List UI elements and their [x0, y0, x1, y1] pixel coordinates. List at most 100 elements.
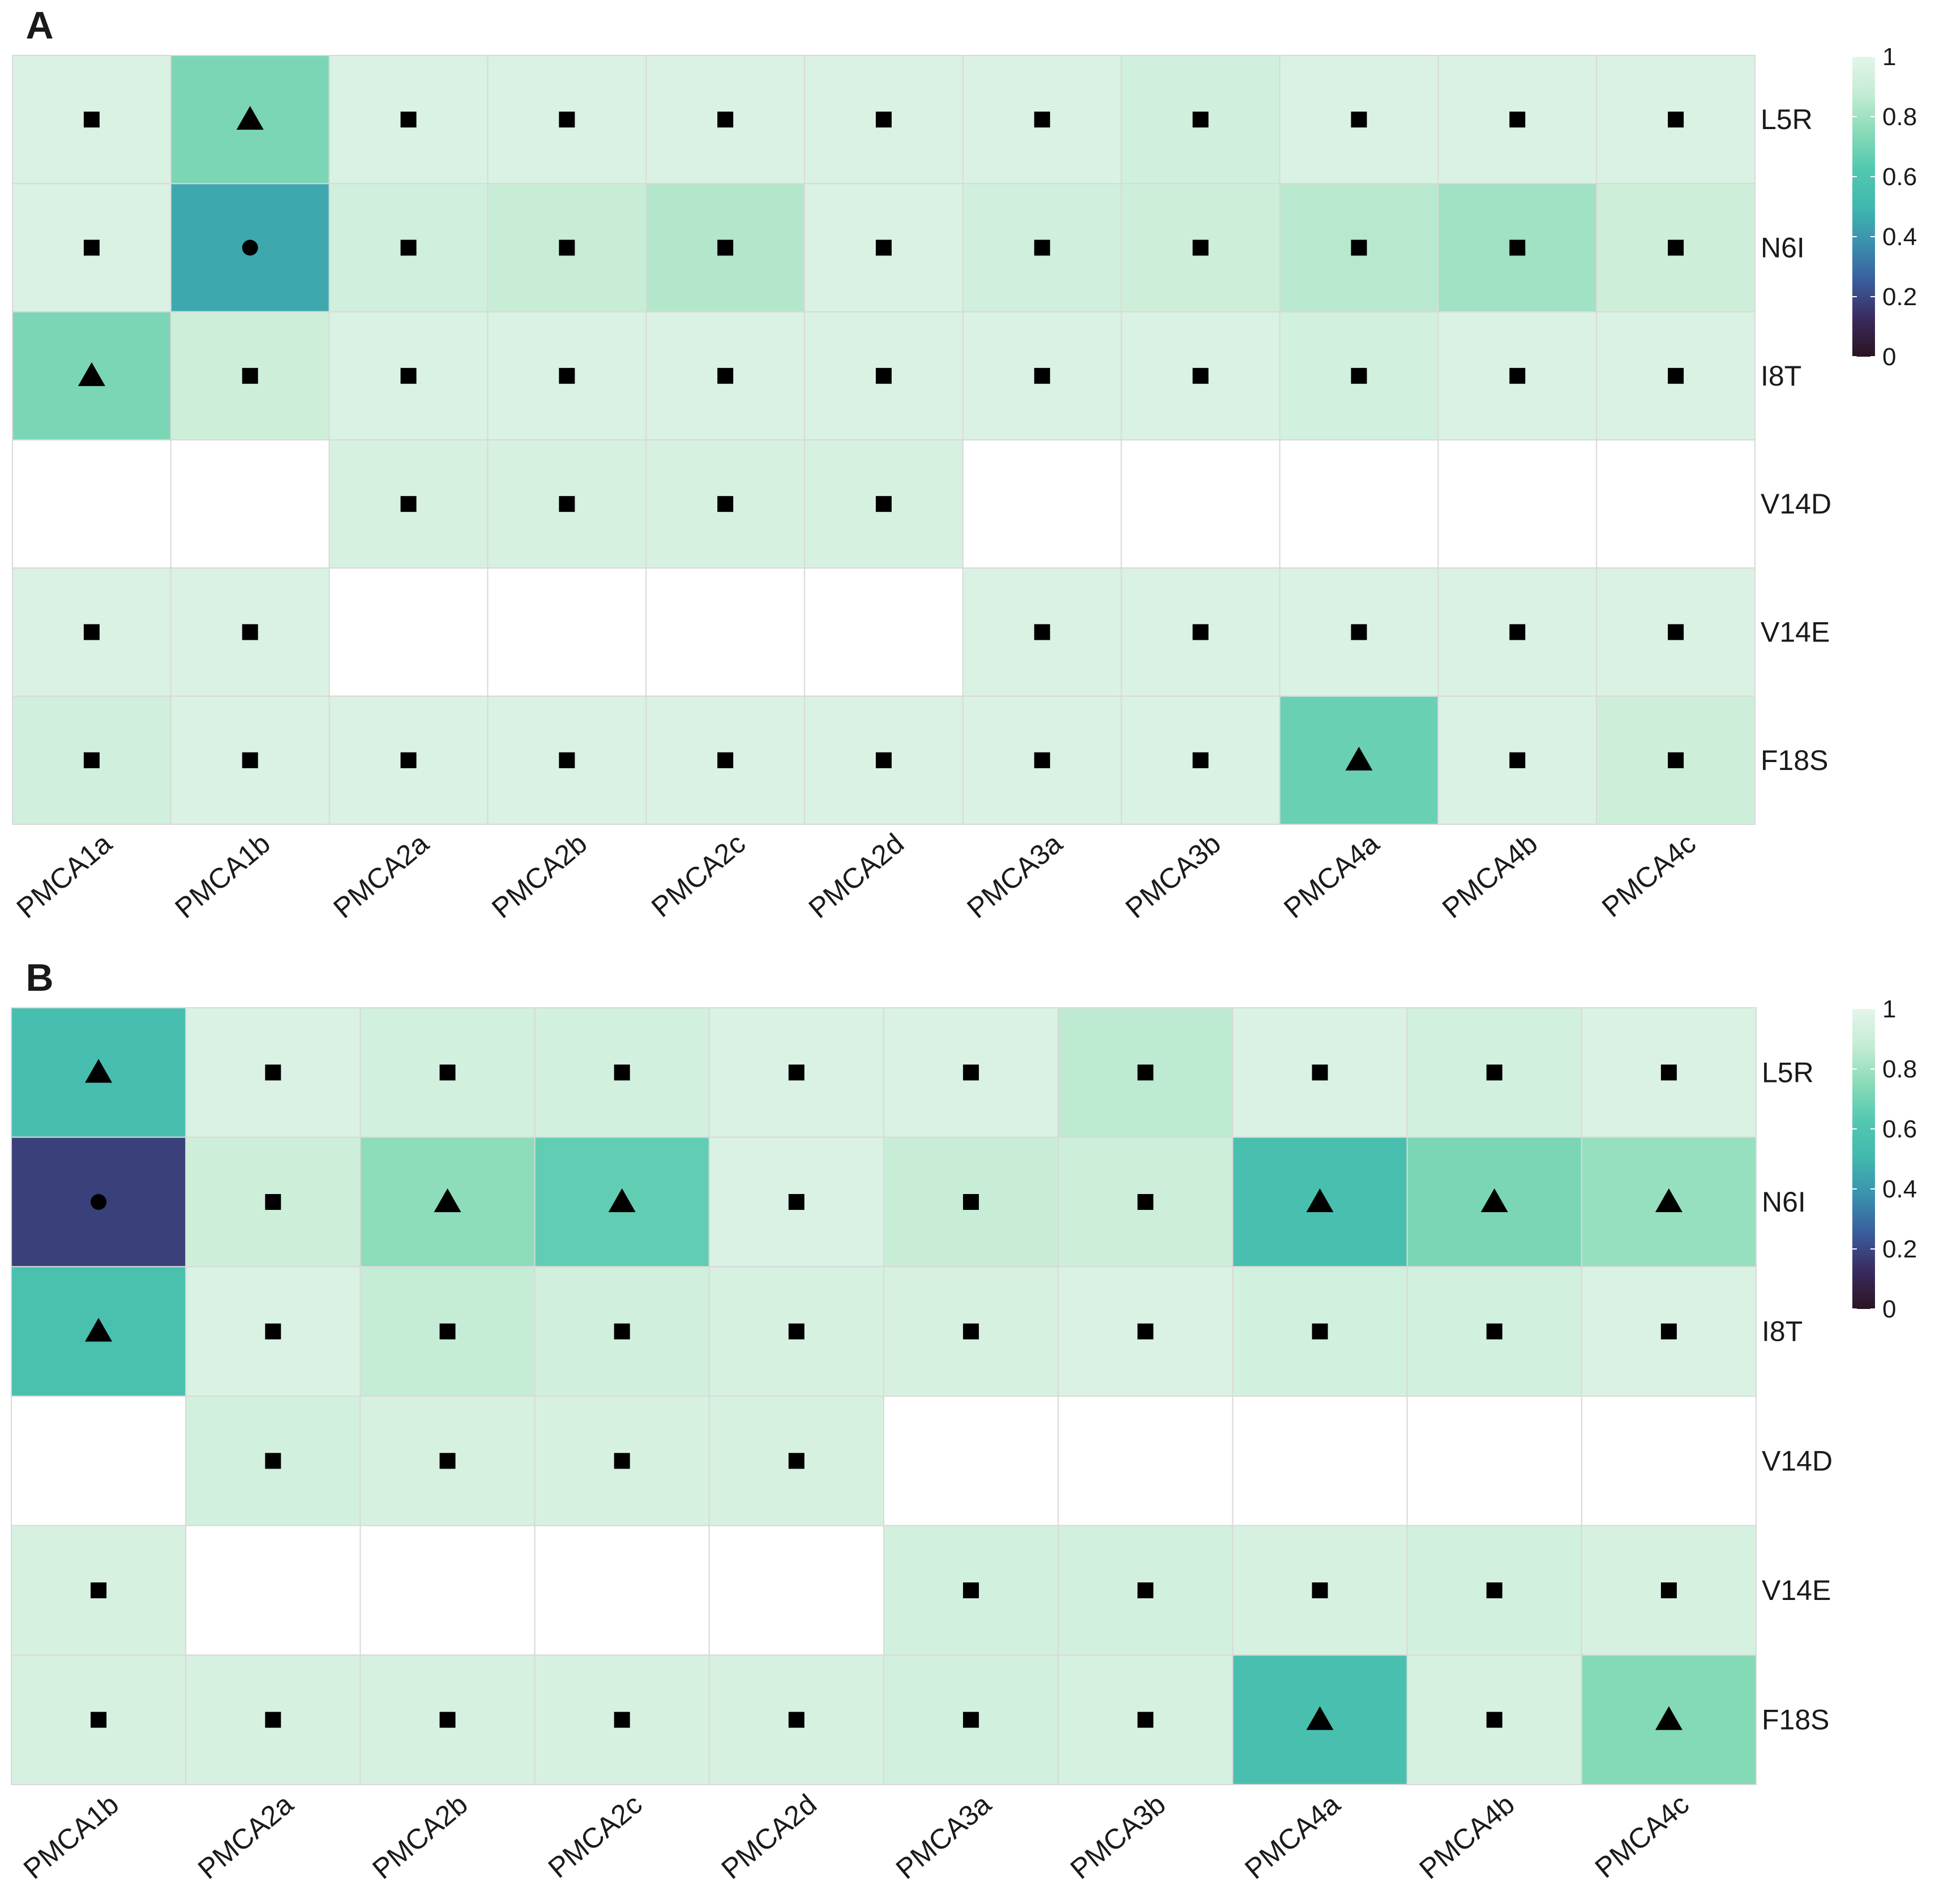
square-marker — [1509, 367, 1526, 384]
column-label: PMCA3a — [961, 827, 1068, 925]
square-marker — [265, 1453, 281, 1469]
square-marker — [1486, 1323, 1502, 1340]
triangle-marker — [78, 362, 105, 386]
column-label: PMCA2c — [542, 1788, 648, 1884]
column-label: PMCA4b — [1436, 827, 1543, 925]
square-marker — [242, 624, 258, 640]
column-label: PMCA2c — [645, 827, 751, 923]
column-label: PMCA2a — [192, 1788, 299, 1885]
square-marker — [876, 112, 892, 128]
heatmap-cell — [12, 439, 172, 569]
square-marker — [1034, 752, 1050, 768]
square-marker — [1486, 1582, 1502, 1598]
square-marker — [242, 752, 258, 768]
column-label: PMCA3a — [890, 1788, 997, 1885]
triangle-marker — [434, 1188, 461, 1212]
legend-tick-label: 1 — [1882, 43, 1896, 71]
triangle-marker — [1655, 1188, 1683, 1212]
square-marker — [1137, 1194, 1154, 1210]
heatmap-cell — [11, 1396, 187, 1526]
square-marker — [1192, 112, 1209, 128]
legend-tick-label: 0.2 — [1882, 283, 1917, 311]
panel-b: B L5R N6I I8T V14D V14E F18S PMCA1b PMCA2a PMCA2b… — [11, 956, 1917, 1885]
square-marker — [1509, 624, 1526, 640]
square-marker — [1137, 1064, 1154, 1081]
square-marker — [559, 112, 575, 128]
column-label: PMCA2a — [327, 827, 434, 925]
column-label: PMCA2d — [803, 827, 910, 925]
square-marker — [1509, 239, 1526, 256]
circle-marker — [242, 239, 258, 256]
square-marker — [559, 496, 575, 512]
heatmap-cell — [534, 1525, 710, 1656]
panel-label: A — [25, 4, 53, 47]
square-marker — [717, 239, 734, 256]
row-label: V14D — [1761, 488, 1831, 520]
heatmap-cell — [708, 1525, 885, 1656]
row-label: F18S — [1762, 1704, 1830, 1736]
square-marker — [1034, 624, 1050, 640]
square-marker — [717, 752, 734, 768]
square-marker — [1486, 1712, 1502, 1728]
square-marker — [1192, 367, 1209, 384]
heatmap-cell — [1406, 1396, 1582, 1526]
square-marker — [265, 1712, 281, 1728]
row-label: V14E — [1761, 617, 1830, 648]
row-label: I8T — [1761, 360, 1801, 392]
square-marker — [1351, 624, 1367, 640]
square-marker — [788, 1064, 804, 1081]
square-marker — [400, 112, 417, 128]
legend-tick-label: 0.2 — [1882, 1235, 1917, 1263]
square-marker — [1192, 624, 1209, 640]
column-label: PMCA4b — [1414, 1788, 1521, 1885]
triangle-marker — [236, 106, 264, 130]
legend-tick-label: 0.6 — [1882, 1115, 1917, 1143]
triangle-marker — [1655, 1706, 1683, 1730]
square-marker — [265, 1323, 281, 1340]
square-marker — [1660, 1582, 1677, 1598]
heatmap-cell — [170, 439, 330, 569]
triangle-marker — [1306, 1188, 1334, 1212]
legend-tick-label: 0.4 — [1882, 223, 1917, 251]
square-marker — [439, 1064, 456, 1081]
column-label: PMCA3b — [1119, 827, 1226, 925]
square-marker — [788, 1194, 804, 1210]
legend-tick-label: 0.8 — [1882, 1055, 1917, 1083]
square-marker — [1668, 112, 1684, 128]
square-marker — [400, 496, 417, 512]
row-label: N6I — [1762, 1186, 1806, 1218]
heatmap-cell — [1120, 439, 1281, 569]
heatmap-cell — [645, 567, 806, 697]
square-marker — [963, 1064, 979, 1081]
square-marker — [1192, 752, 1209, 768]
row-label: L5R — [1761, 104, 1813, 135]
heatmap-cell — [804, 567, 964, 697]
row-label: L5R — [1762, 1056, 1814, 1088]
heatmap-cell — [1581, 1396, 1757, 1526]
triangle-marker — [1306, 1706, 1334, 1730]
square-marker — [1034, 367, 1050, 384]
square-marker — [1660, 1064, 1677, 1081]
heatmap-cell — [883, 1396, 1059, 1526]
heatmap-cell — [1279, 439, 1439, 569]
column-label: PMCA1b — [18, 1788, 125, 1885]
column-label: PMCA2b — [366, 1788, 473, 1885]
square-marker — [1668, 752, 1684, 768]
row-label: I8T — [1762, 1316, 1803, 1347]
square-marker — [1312, 1582, 1328, 1598]
row-label: V14D — [1762, 1445, 1833, 1477]
square-marker — [559, 367, 575, 384]
triangle-marker — [85, 1317, 113, 1342]
square-marker — [876, 752, 892, 768]
square-marker — [963, 1323, 979, 1340]
row-label: V14E — [1762, 1574, 1831, 1606]
square-marker — [1660, 1323, 1677, 1340]
column-label: PMCA3b — [1064, 1788, 1171, 1885]
square-marker — [1312, 1323, 1328, 1340]
legend-colorbar — [1852, 1009, 1875, 1309]
square-marker — [876, 239, 892, 256]
column-label: PMCA4c — [1589, 1788, 1695, 1884]
square-marker — [1509, 112, 1526, 128]
square-marker — [83, 112, 100, 128]
